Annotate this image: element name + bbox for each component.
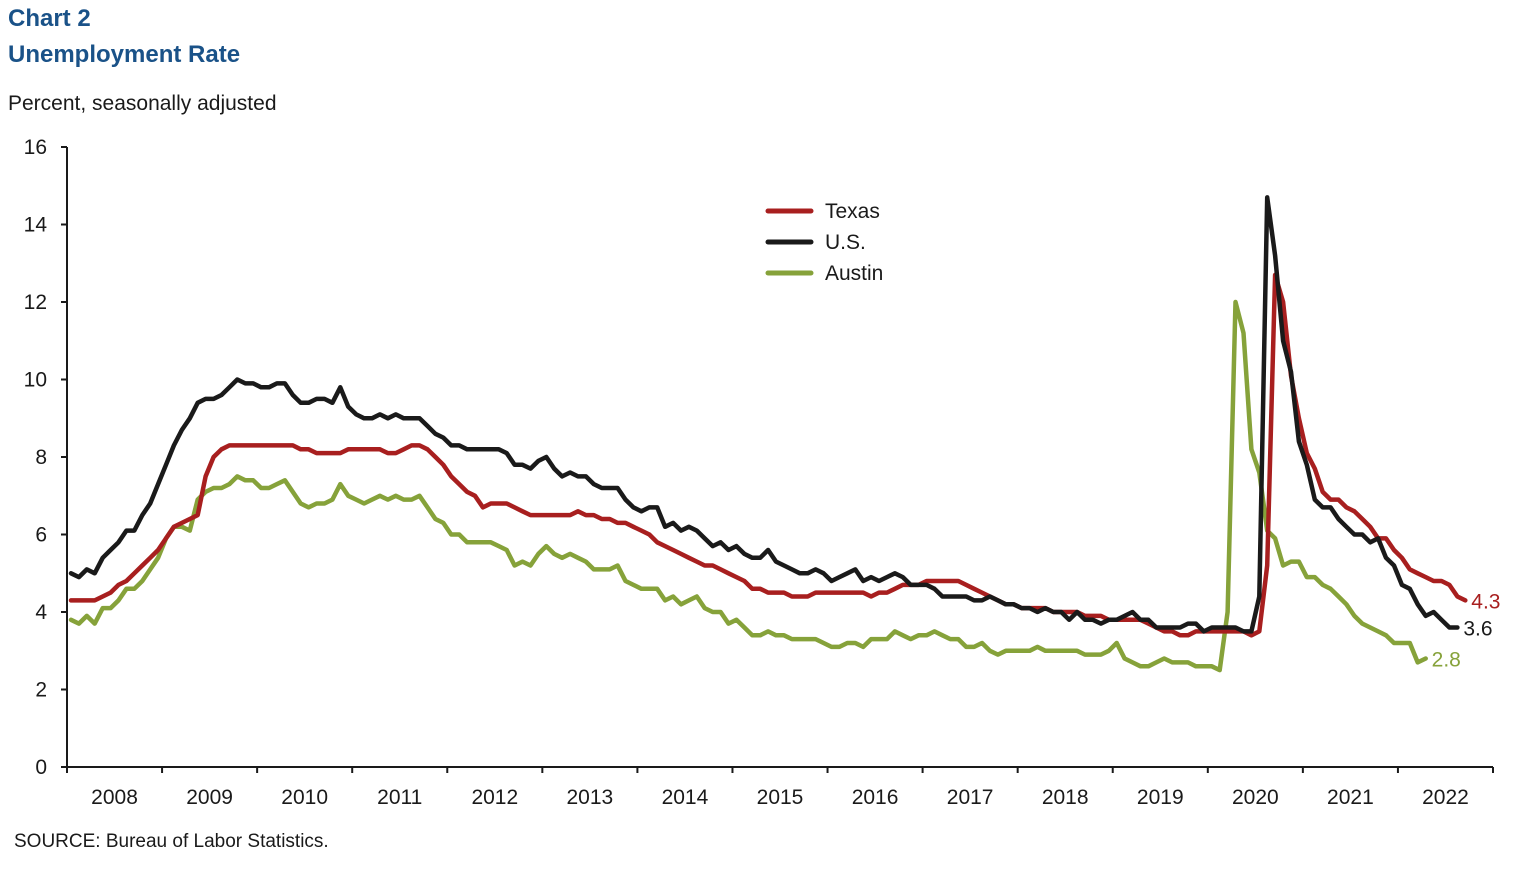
y-tick-label: 14: [24, 214, 48, 237]
x-tick-label: 2008: [91, 786, 138, 809]
legend: Texas U.S. Austin: [765, 200, 883, 285]
y-tick-label: 0: [35, 756, 47, 779]
y-tick-label: 6: [35, 524, 47, 547]
y-axis-units-label: Percent, seasonally adjusted: [8, 92, 277, 115]
y-tick-label: 2: [35, 679, 47, 702]
chart-title: Unemployment Rate: [8, 41, 241, 68]
chart-number: Chart 2: [8, 5, 91, 32]
x-tick-label: 2019: [1137, 786, 1184, 809]
source-note: SOURCE: Bureau of Labor Statistics.: [14, 831, 329, 852]
x-tick-label: 2010: [281, 786, 328, 809]
x-tick-label: 2018: [1042, 786, 1089, 809]
x-tick-label: 2021: [1327, 786, 1374, 809]
y-tick-label: 4: [35, 601, 47, 624]
end-labels: 4.3 3.62.8: [1432, 590, 1501, 671]
y-tick-label: 16: [24, 136, 47, 159]
y-tick-label: 12: [24, 291, 47, 314]
x-tick-label: 2020: [1232, 786, 1279, 809]
y-tick-label: 10: [24, 369, 47, 392]
x-tick-label: 2022: [1422, 786, 1469, 809]
x-tick-label: 2011: [377, 786, 422, 809]
x-tick-label: 2017: [947, 786, 994, 809]
end-label-austin: 2.8: [1432, 649, 1461, 672]
x-tick-label: 2014: [662, 786, 709, 809]
x-tick-label: 2009: [186, 786, 233, 809]
series-lines: [68, 195, 1468, 673]
legend-label: Austin: [825, 262, 883, 285]
x-tick-label: 2016: [852, 786, 899, 809]
series-line-us: [68, 195, 1460, 634]
x-tick-label: 2012: [471, 786, 518, 809]
legend-label: U.S.: [825, 231, 866, 254]
series-line-austin: [68, 299, 1428, 673]
x-tick-label: 2015: [757, 786, 804, 809]
end-label-us: 3.6: [1463, 618, 1492, 641]
end-label-texas: 4.3: [1471, 590, 1500, 613]
x-tick-label: 2013: [567, 786, 614, 809]
y-tick-label: 8: [35, 446, 47, 469]
legend-label: Texas: [825, 200, 880, 223]
axes: 0 2 4 6 8 10 12 14 16 2008 2009 2010 2011 2012 2013 201…: [24, 136, 1494, 809]
series-line-texas: [68, 272, 1468, 638]
